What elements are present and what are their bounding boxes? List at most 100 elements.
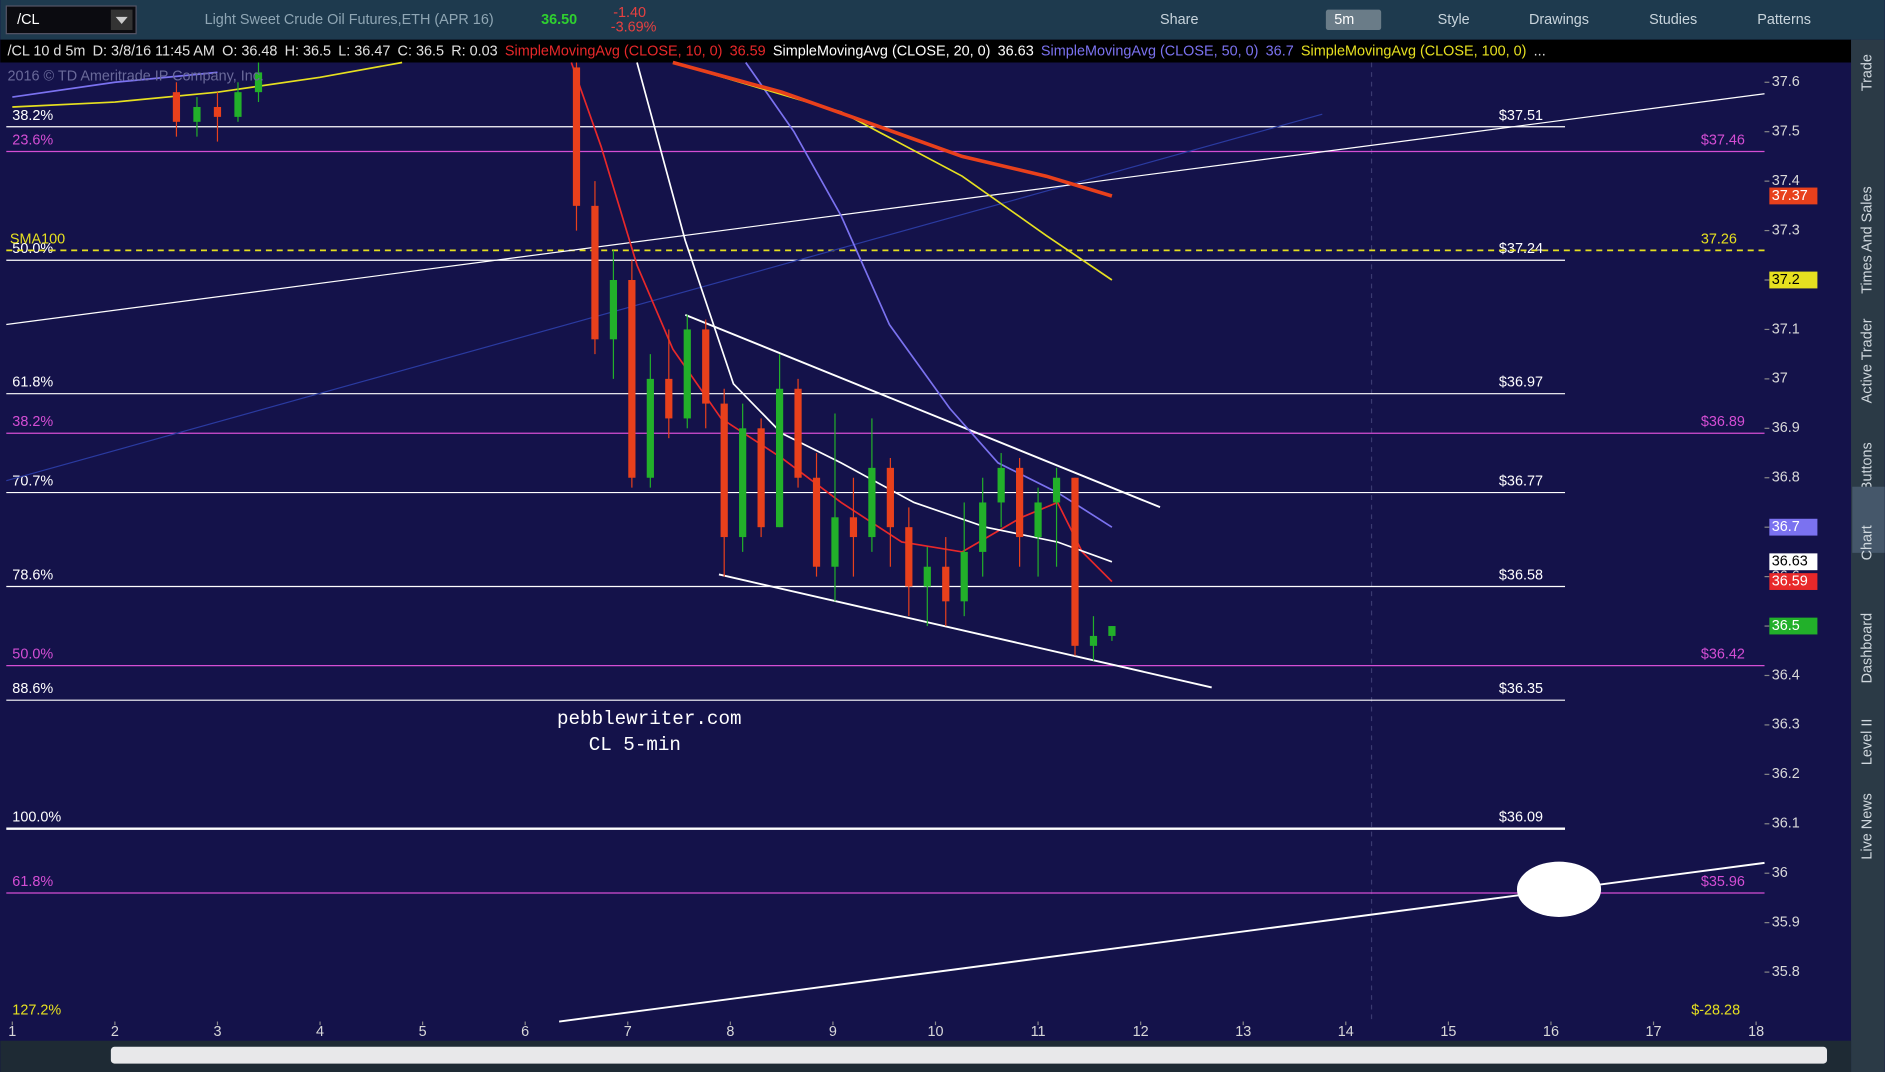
highlight-ellipse <box>1516 861 1602 917</box>
side-tab[interactable]: Times And Sales <box>1860 186 1876 294</box>
price-change: -1.40 <box>613 5 646 21</box>
toolbar-button[interactable]: Drawings <box>1529 12 1589 28</box>
toolbar-button[interactable]: Share <box>1160 12 1198 28</box>
y-tick-label: 35.9 <box>1772 914 1800 930</box>
candle-body <box>591 205 599 340</box>
legend-overflow: ... <box>1534 43 1546 59</box>
fib-price: $36.89 <box>1701 414 1745 430</box>
fib-label: 100.0% <box>12 810 61 826</box>
side-tab[interactable]: Active Trader <box>1860 318 1876 403</box>
candle-body <box>646 378 654 478</box>
y-tick-label: 37 <box>1772 371 1788 387</box>
wedge-lower <box>718 573 1212 689</box>
fib-price: $36.77 <box>1499 474 1543 490</box>
price-badge-label: 36.63 <box>1772 554 1808 570</box>
fib-price: $36.09 <box>1499 810 1543 826</box>
candle-body <box>702 329 710 404</box>
price-badge <box>1769 573 1818 590</box>
fib-label: 23.6% <box>12 132 53 148</box>
sma-price: 37.26 <box>1701 231 1737 247</box>
x-tick-label: 18 <box>1748 1024 1764 1040</box>
y-tick-label: 36.1 <box>1772 816 1800 832</box>
legend-value: 36.63 <box>998 43 1034 59</box>
x-tick-label: 8 <box>726 1024 734 1040</box>
toolbar-button[interactable]: Studies <box>1649 12 1697 28</box>
fib-price: $37.51 <box>1499 108 1543 124</box>
fib-label: 61.8% <box>12 375 53 391</box>
side-tab[interactable]: Dashboard <box>1860 613 1876 683</box>
candle-body <box>172 92 181 122</box>
side-tab[interactable]: Trade <box>1860 54 1876 91</box>
fib-price: $37.24 <box>1499 241 1543 257</box>
toolbar-button[interactable]: 5m <box>1334 12 1354 28</box>
toolbar <box>0 0 1885 40</box>
y-tick-label: 36.9 <box>1772 420 1800 436</box>
sma-label: SMA100 <box>10 231 65 247</box>
x-tick-label: 13 <box>1235 1024 1251 1040</box>
price-badge-label: 37.2 <box>1772 272 1800 288</box>
header-bar <box>0 39 1852 63</box>
fib-label: 78.6% <box>12 567 53 583</box>
fib-price: $36.58 <box>1499 567 1543 583</box>
candle-body <box>609 280 618 340</box>
candle-body <box>628 280 636 478</box>
moving-average <box>570 62 1113 583</box>
price-badge <box>1769 187 1818 205</box>
fib-label: 70.7% <box>12 474 53 490</box>
candle-body <box>213 106 222 117</box>
moving-average <box>636 62 1113 563</box>
y-tick-label: 37.3 <box>1772 222 1800 238</box>
legend-info: /CL 10 d 5m <box>8 43 86 59</box>
side-tab[interactable]: Chart <box>1860 525 1876 560</box>
x-tick-label: 9 <box>829 1024 837 1040</box>
active-tab <box>1852 486 1885 553</box>
side-tab[interactable]: Live News <box>1860 793 1876 859</box>
fib-label: 50.0% <box>12 241 53 257</box>
symbol-text[interactable]: /CL <box>17 12 39 28</box>
candle-body <box>849 517 858 538</box>
candle-body <box>1089 635 1098 646</box>
candle-body <box>665 378 673 419</box>
fib-label: 88.6% <box>12 681 53 697</box>
candle-body <box>886 467 894 528</box>
legend-entry: SimpleMovingAvg (CLOSE, 50, 0) <box>1041 43 1259 59</box>
toolbar-button[interactable]: Patterns <box>1757 12 1811 28</box>
candle-body <box>775 388 784 528</box>
fib-price: $-28.28 <box>1691 1003 1740 1019</box>
candle-body <box>193 106 201 122</box>
candle-body <box>960 551 968 602</box>
annotation: pebblewriter.com <box>557 708 742 730</box>
candle-body <box>1071 477 1079 646</box>
price-change-pct: -3.69% <box>611 19 657 35</box>
y-tick-label: 36.2 <box>1772 766 1800 782</box>
legend-info: C: 36.5 <box>398 43 444 59</box>
x-tick-label: 6 <box>521 1024 529 1040</box>
x-tick-label: 1 <box>8 1024 16 1040</box>
scrollbar[interactable] <box>110 1046 1828 1064</box>
legend-entry: SimpleMovingAvg (CLOSE, 10, 0) <box>505 43 723 59</box>
price-badge <box>1769 518 1818 536</box>
candle-body <box>868 467 876 538</box>
fib-label: 38.2% <box>12 414 53 430</box>
y-tick-label: 35.8 <box>1772 964 1800 980</box>
toolbar-button[interactable]: Style <box>1438 12 1470 28</box>
candle-body <box>794 388 802 478</box>
legend-value: 36.7 <box>1266 43 1294 59</box>
last-price: 36.50 <box>541 12 577 28</box>
y-tick-label: 37.6 <box>1772 74 1800 90</box>
price-badge-label: 36.7 <box>1772 519 1800 535</box>
timeframe-button[interactable] <box>1325 9 1382 31</box>
x-tick-label: 11 <box>1031 1024 1046 1040</box>
y-tick-label: 36.3 <box>1772 717 1800 733</box>
candle-body <box>572 67 581 206</box>
legend-info: L: 36.47 <box>338 43 390 59</box>
x-tick-label: 4 <box>316 1024 324 1040</box>
side-tab[interactable]: Level II <box>1860 719 1876 765</box>
annotation: CL 5-min <box>589 734 681 756</box>
candle-body <box>997 467 1005 503</box>
fib-price: $35.96 <box>1701 874 1745 890</box>
candle-body <box>720 403 728 538</box>
wedge-upper <box>684 313 1161 509</box>
